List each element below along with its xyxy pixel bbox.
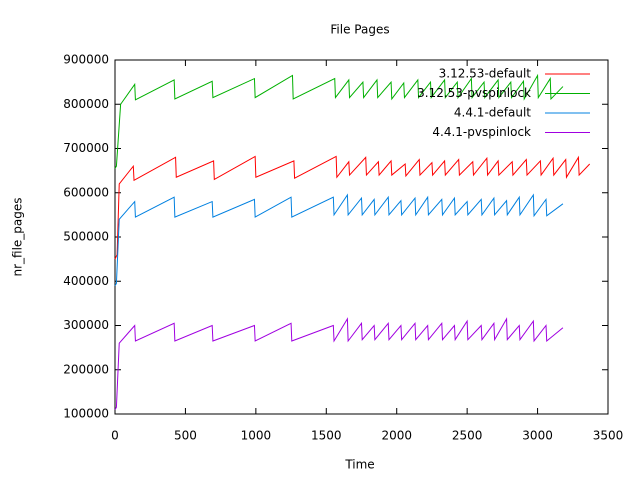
- x-tick-label: 1000: [241, 429, 272, 443]
- x-tick-label: 3000: [522, 429, 553, 443]
- series-line: [114, 317, 564, 410]
- y-axis-label: nr_file_pages: [11, 197, 25, 276]
- plot-frame: [114, 59, 609, 415]
- series-line: [114, 73, 564, 169]
- series-line: [114, 193, 564, 286]
- x-tick-label: 0: [111, 429, 119, 443]
- series-line: [114, 155, 591, 260]
- legend-label: 4.4.1-pvspinlock: [432, 125, 531, 139]
- y-tick-label: 100000: [63, 407, 109, 421]
- y-tick-label: 200000: [63, 362, 109, 376]
- legend-label: 3.12.53-pvspinlock: [417, 86, 531, 100]
- x-tick-label: 500: [174, 429, 197, 443]
- x-axis-label: Time: [344, 458, 374, 472]
- y-tick-label: 600000: [63, 185, 109, 199]
- y-tick-label: 700000: [63, 141, 109, 155]
- legend-label: 3.12.53-default: [439, 67, 532, 81]
- y-tick-label: 800000: [63, 97, 109, 111]
- x-tick-label: 2000: [381, 429, 412, 443]
- y-tick-label: 900000: [63, 53, 109, 67]
- y-tick-label: 300000: [63, 318, 109, 332]
- legend-label: 4.4.1-default: [454, 106, 531, 120]
- x-tick-label: 3500: [593, 429, 624, 443]
- chart-title: File Pages: [330, 23, 389, 37]
- y-tick-label: 400000: [63, 274, 109, 288]
- x-tick-label: 1500: [311, 429, 342, 443]
- y-tick-label: 500000: [63, 230, 109, 244]
- x-tick-label: 2500: [452, 429, 483, 443]
